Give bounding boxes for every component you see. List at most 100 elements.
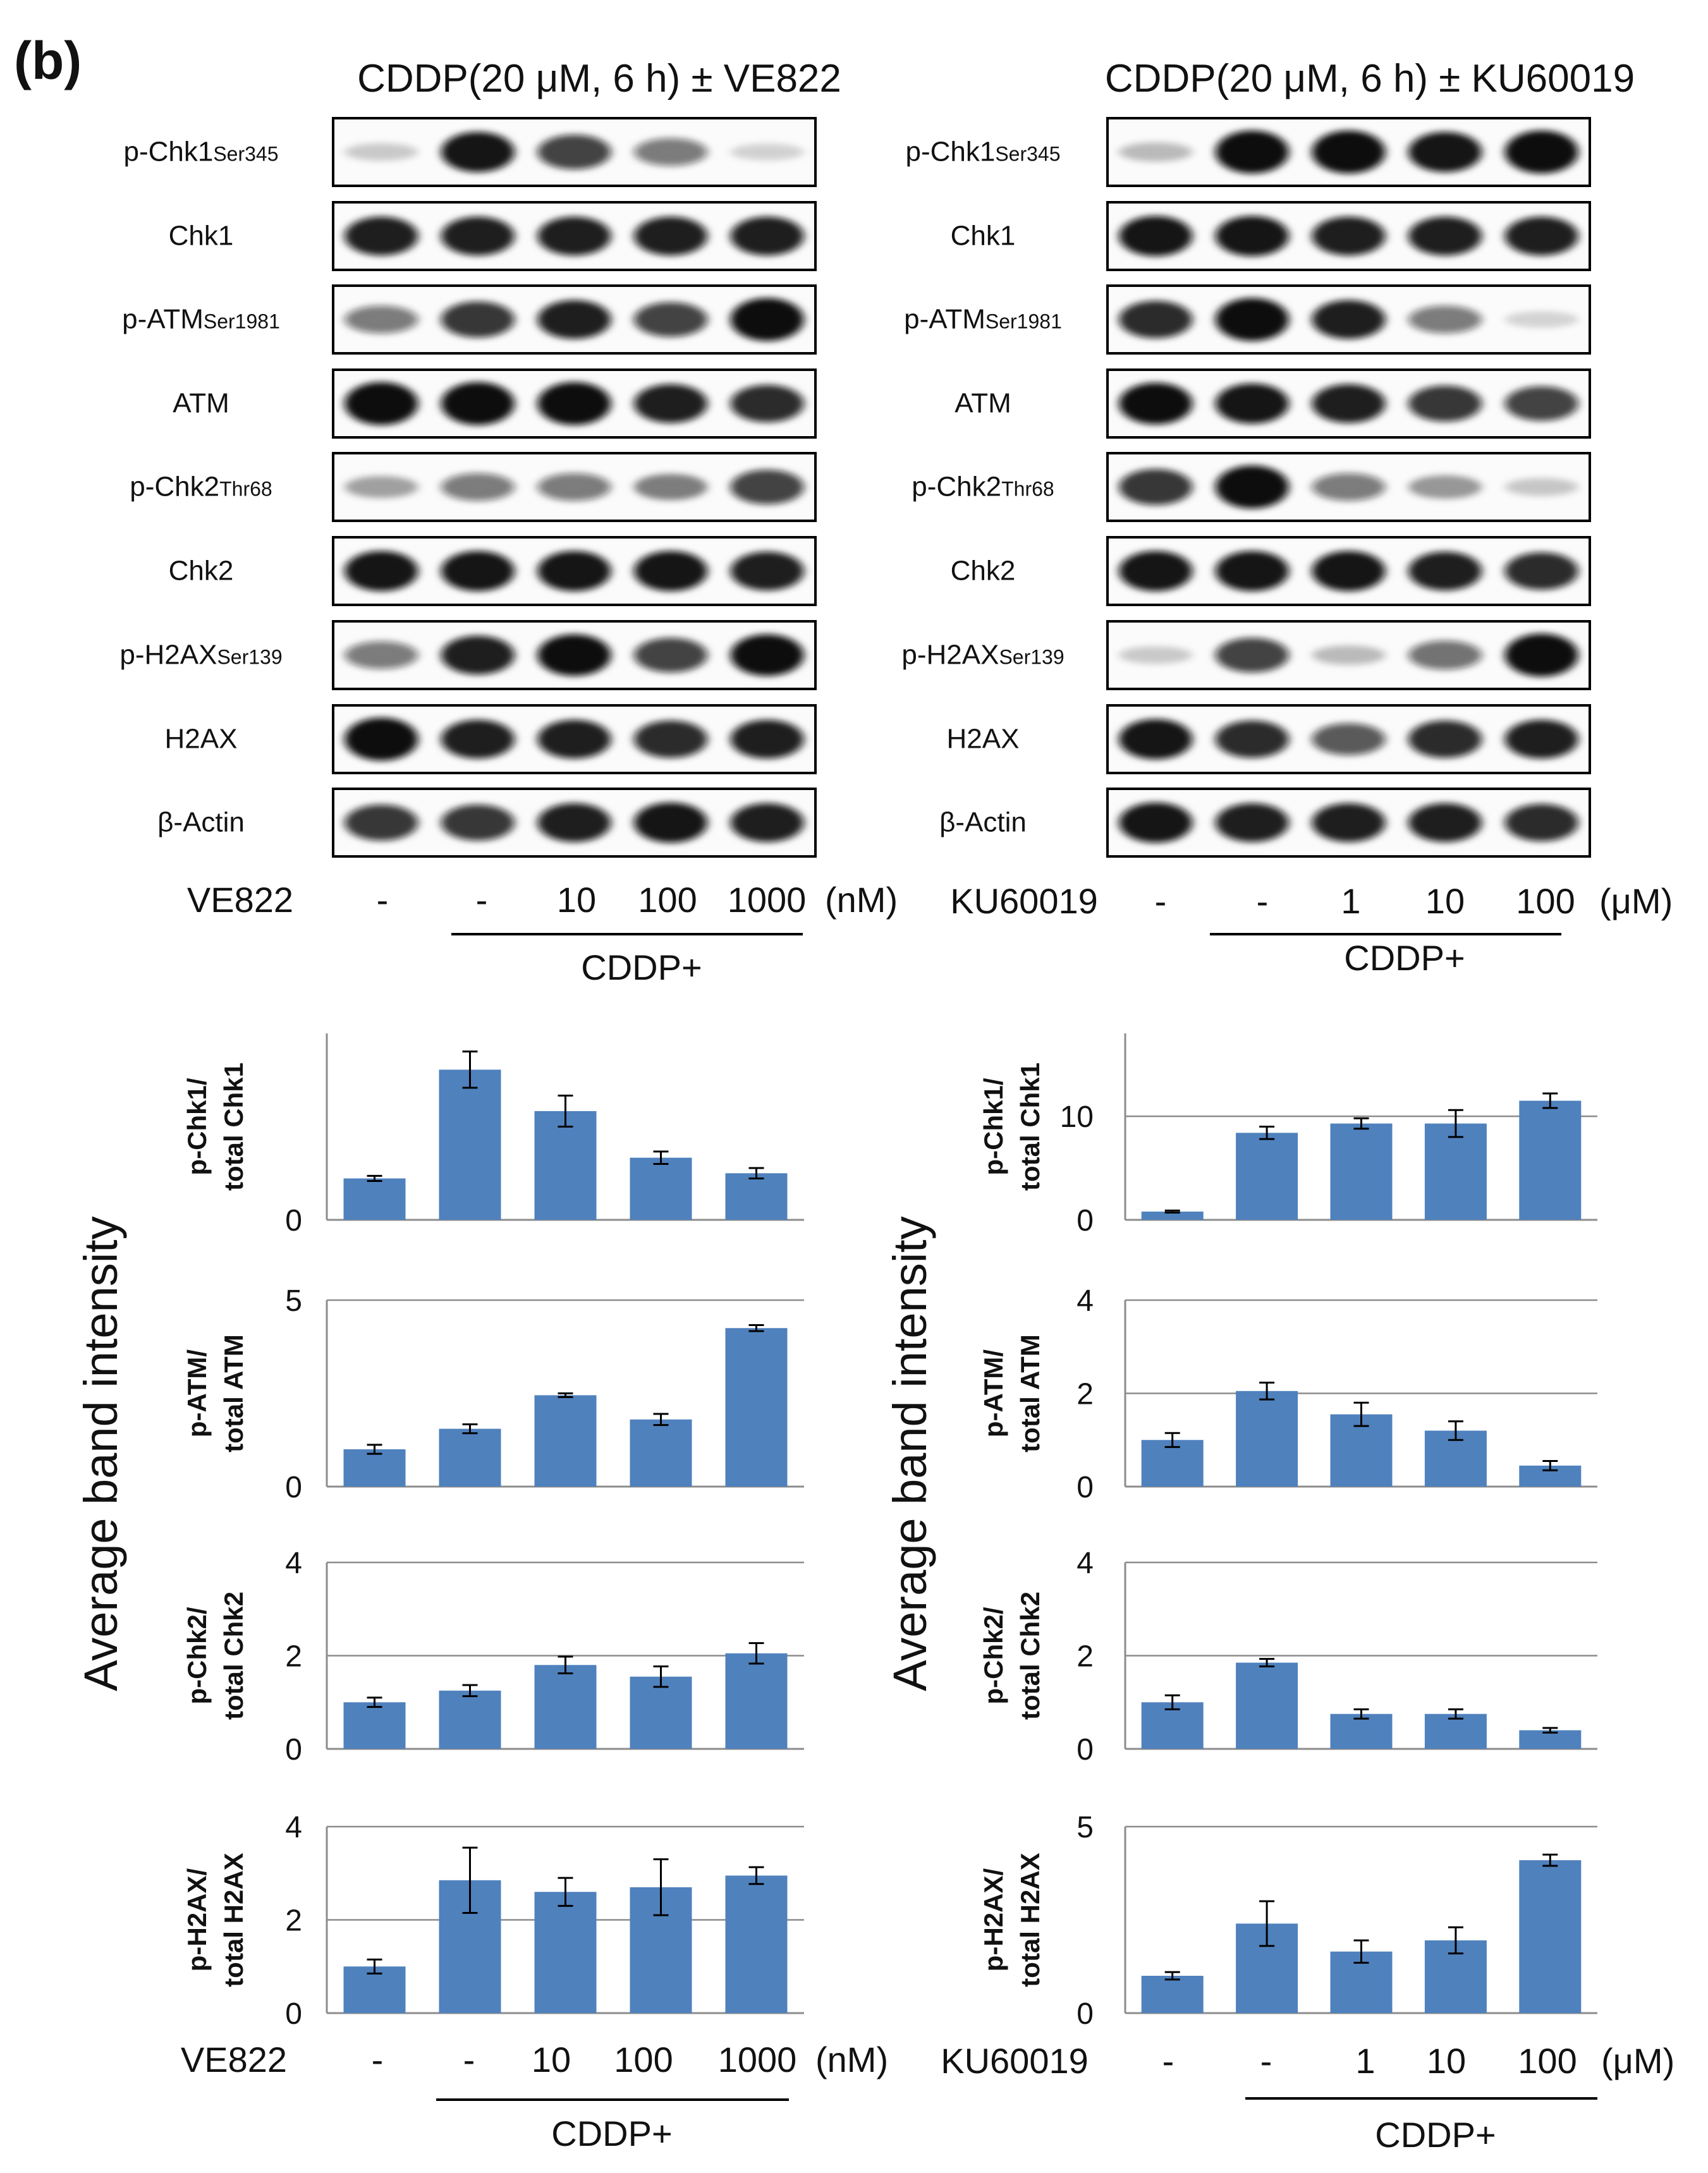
right-blot-band [1504,633,1578,677]
bar [1141,1976,1204,2013]
left-blot-frame [332,368,817,439]
right-blot-band [1312,384,1386,423]
left-blot-band [730,634,804,676]
y-tick-label: 2 [1077,1378,1094,1411]
right-dose-label: - [1162,2041,1174,2081]
bar [1519,1100,1582,1220]
chart-y-label: p-Chk1/total Chk1 [182,1062,248,1191]
blot-label-subscript: Ser139 [999,646,1064,669]
left-dose-label: - [463,2040,475,2079]
right-treatment-label: KU60019 [941,2041,1089,2081]
right-blot-band [1119,469,1193,505]
chart-y-label-line: p-ATM/ [182,1349,212,1437]
right-blot-frame [1106,452,1591,522]
right-blot-band [1312,645,1386,665]
right-blot-frame [1106,284,1591,355]
right-blot-row: p-ATMSer1981 [904,284,1591,355]
right-blot-band [1119,646,1193,664]
right-blot-label: Chk2 [951,556,1016,587]
blot-label-main: β-Actin [939,807,1027,838]
right-blot-band [1215,720,1289,758]
left-blot-band [634,216,708,256]
bar [534,1892,597,2013]
blot-label-main: H2AX [165,724,238,755]
bar [630,1419,692,1487]
y-tick-label: 0 [285,1471,302,1504]
left-blot-band [441,473,515,501]
left-blot-band [345,717,418,761]
right-blot-band [1312,216,1386,256]
right-blot-row: Chk1 [951,201,1591,271]
blot-label-subscript: Ser1981 [204,310,280,333]
left-blot-band [730,719,804,759]
right-blot-band [1504,552,1578,590]
right-blot-band [1312,803,1386,843]
left-blot-band [730,470,804,504]
left-bar-chart-3: 0 2 4 p-Chk2/total Chk2 [182,1547,804,1767]
right-blot-band [1408,720,1482,758]
left-blot-band [537,719,611,759]
left-blot-label: β-Actin [157,807,245,838]
bar [343,1178,406,1220]
right-blot-band [1215,551,1289,592]
left-dose-label: - [372,2040,384,2079]
y-tick-label: 0 [1077,1204,1094,1238]
left-treatment-label: VE822 [181,2040,287,2079]
blot-label-main: ATM [955,388,1011,419]
blot-label-subscript: Thr68 [1001,478,1054,501]
right-dose-unit: (μM) [1601,2041,1674,2081]
left-blot-band [441,551,515,592]
left-blot-row: H2AX [165,704,817,774]
right-blot-band [1408,803,1482,843]
left-blot-band [634,720,708,758]
blot-label-main: p-Chk2 [130,472,219,502]
blot-label-main: p-ATM [122,304,204,335]
right-blot-band [1408,551,1482,591]
right-blot-label: p-Chk1Ser345 [905,137,1060,167]
right-dose-label: - [1257,881,1269,921]
left-dose-label: - [377,880,389,920]
right-blot-band [1504,719,1578,759]
chart-y-label: p-ATM/total ATM [979,1334,1045,1452]
bar [630,1157,692,1220]
left-dose-unit: (nM) [815,2040,888,2079]
right-blot-row: p-Chk1Ser345 [905,117,1591,187]
left-blot-frame [332,620,817,690]
y-tick-label: 0 [1077,1997,1094,2031]
left-group-label: CDDP+ [551,2114,672,2153]
right-blot-row: ATM [955,368,1591,439]
left-blot-row: p-H2AXSer139 [119,620,817,690]
left-blot-band [345,382,418,425]
panel-label: (b) [14,31,82,90]
left-blot-frame [332,117,817,187]
left-bar-chart-1: 0 p-Chk1/total Chk1 [182,1033,804,1238]
left-group-label: CDDP+ [581,947,702,987]
bar [1236,1133,1298,1220]
bar [1424,1123,1487,1220]
right-dose-label: - [1260,2041,1272,2081]
right-treatment-label: KU60019 [950,881,1098,921]
blot-label-subscript: Thr68 [219,478,272,501]
right-dose-unit: (μM) [1599,881,1673,921]
right-blot-band [1312,723,1386,755]
y-tick-label: 0 [285,1997,302,2031]
right-blot-frame [1106,201,1591,271]
chart-y-label-line: p-Chk2/ [182,1607,212,1704]
chart-y-label-line: total ATM [1015,1334,1045,1452]
right-bar-chart-1: 0 10 p-Chk1/total Chk1 [979,1033,1597,1238]
left-blot-frame [332,704,817,774]
y-tick-label: 10 [1060,1100,1094,1134]
chart-y-label-line: p-Chk1/ [979,1078,1008,1175]
left-blot-band [537,300,611,339]
left-blot-band [345,551,418,592]
right-blot-band [1408,216,1482,256]
left-dose-unit: (nM) [825,880,898,920]
right-dose-label: 10 [1425,881,1465,921]
blot-label-main: Chk1 [169,221,234,252]
right-blot-band [1504,216,1578,256]
right-blot-band [1408,386,1482,422]
left-blot-band [441,216,515,256]
left-dose-label: 1000 [718,2040,797,2079]
chart-y-label: p-Chk2/total Chk2 [979,1592,1045,1720]
left-blot-label: p-Chk1Ser345 [123,137,278,167]
